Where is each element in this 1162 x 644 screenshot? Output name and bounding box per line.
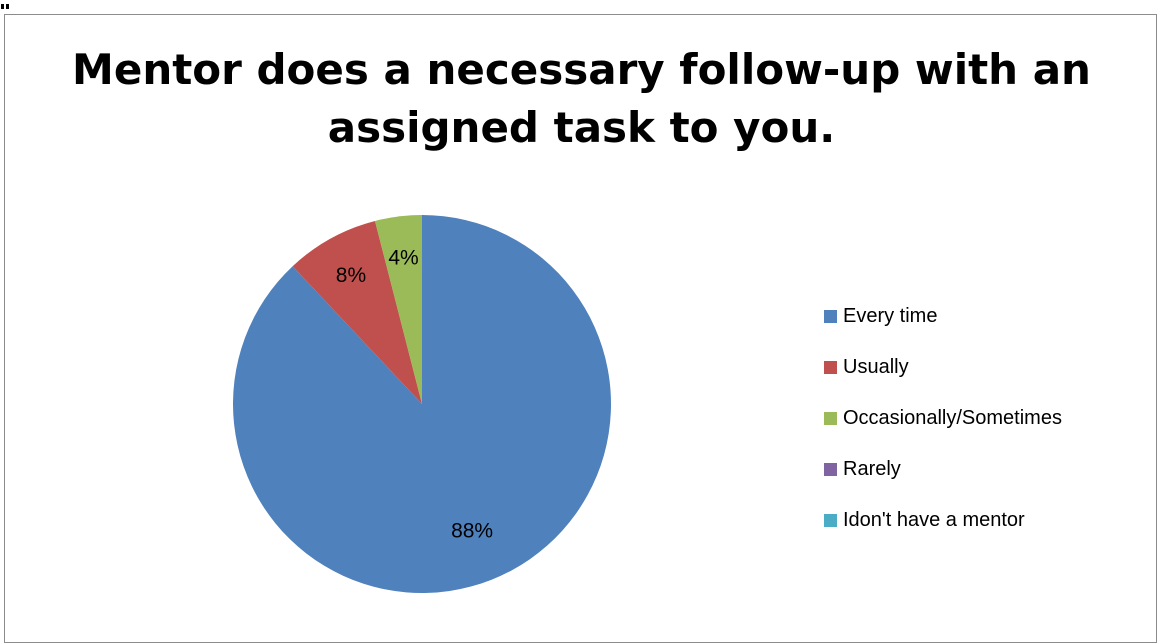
chart-area: Mentor does a necessary follow-up with a… (4, 14, 1157, 643)
legend-swatch (824, 411, 837, 425)
legend-item-every-time: Every time (824, 298, 1062, 334)
legend-item-usually: Usually (824, 349, 1062, 385)
legend-label: Rarely (843, 457, 901, 480)
legend-label: Occasionally/Sometimes (843, 406, 1062, 429)
legend-label: Idon't have a mentor (843, 508, 1025, 531)
pie-slice-every-time (232, 215, 611, 593)
legend-item-idon-t-have-a-mentor: Idon't have a mentor (824, 502, 1062, 538)
legend-label: Usually (843, 355, 909, 378)
chart-title: Mentor does a necessary follow-up with a… (5, 41, 1158, 157)
pie-plot: 88% 8% 4% (232, 215, 611, 593)
legend-swatch (824, 513, 837, 527)
chart-legend: Every time Usually Occasionally/Sometimes R… (824, 298, 1062, 553)
chart-title-line-2: assigned task to you. (327, 103, 836, 152)
data-label-usually: 8% (336, 264, 366, 287)
legend-label: Every time (843, 304, 938, 327)
pie-slice-occasionally-sometimes (374, 215, 422, 404)
legend-swatch (824, 309, 837, 323)
pie-slice-usually (292, 220, 422, 404)
data-label-every-time: 88% (451, 520, 493, 543)
legend-item-rarely: Rarely (824, 451, 1062, 487)
chart-title-line-1: Mentor does a necessary follow-up with a… (72, 45, 1091, 94)
legend-item-occasionally-sometimes: Occasionally/Sometimes (824, 400, 1062, 436)
data-label-occasionally-sometimes: 4% (388, 247, 418, 270)
clipped-text-fragment (0, 0, 10, 9)
legend-swatch (824, 462, 837, 476)
legend-swatch (824, 360, 837, 374)
